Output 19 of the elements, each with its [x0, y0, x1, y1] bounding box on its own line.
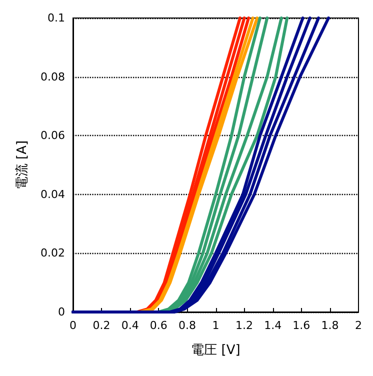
x-tick-label: 1.4 [264, 319, 282, 332]
y-tick-label: 0 [58, 306, 65, 318]
y-tick-label: 0.1 [48, 12, 65, 24]
x-axis-title: 電圧 [V] [191, 343, 240, 358]
x-tick-label: 0.6 [150, 319, 168, 332]
y-axis-title: 電流 [A] [14, 140, 30, 190]
x-tick-label: 1 [212, 319, 220, 332]
x-tick-label: 0.4 [121, 319, 139, 332]
x-tick-label: 0.2 [92, 319, 110, 332]
y-tick-label: 0.02 [40, 246, 65, 260]
x-tick-label: 0.8 [178, 319, 196, 332]
x-tick-label: 1.6 [292, 319, 310, 332]
y-tick-label: 0.04 [40, 188, 65, 201]
x-tick-label: 0 [70, 319, 76, 332]
x-tick-label: 1.8 [321, 319, 339, 332]
y-tick-label: 0.06 [40, 129, 65, 142]
x-tick-label: 1.2 [236, 319, 254, 332]
y-tick-label: 0.08 [40, 70, 65, 84]
x-tick-label: 2 [355, 319, 362, 332]
